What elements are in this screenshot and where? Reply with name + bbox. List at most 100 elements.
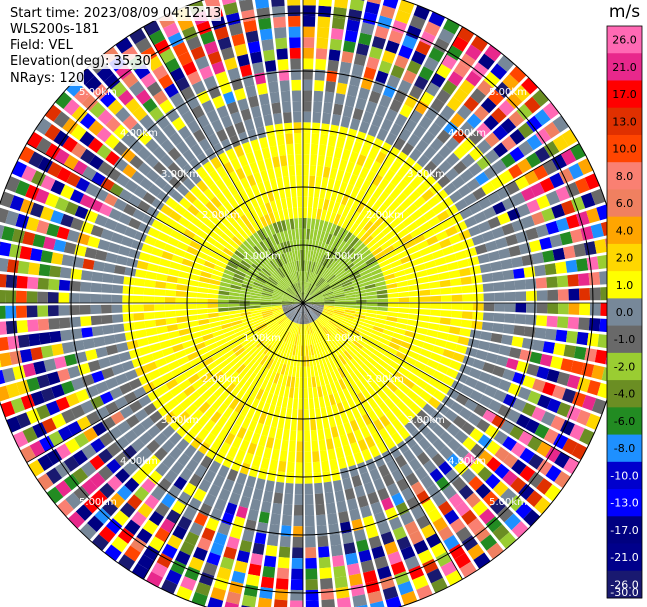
- velocity-gate: [438, 28, 455, 44]
- velocity-gate: [327, 178, 335, 190]
- velocity-gate: [344, 309, 356, 314]
- velocity-gate: [316, 278, 325, 288]
- velocity-gate: [331, 469, 341, 482]
- velocity-gate: [555, 217, 570, 232]
- velocity-gate: [330, 382, 338, 394]
- velocity-gate: [445, 167, 459, 182]
- velocity-gate: [271, 394, 279, 406]
- colorbar-tick-label: -8.0: [614, 442, 635, 455]
- velocity-gate: [304, 313, 308, 324]
- velocity-gate: [398, 303, 410, 308]
- velocity-gate: [446, 96, 462, 112]
- velocity-gate: [334, 414, 343, 426]
- velocity-gate: [393, 89, 408, 104]
- velocity-gate: [468, 146, 484, 161]
- velocity-gate: [333, 369, 342, 381]
- velocity-gate: [485, 240, 498, 252]
- velocity-gate: [402, 261, 414, 270]
- velocity-gate: [541, 207, 556, 222]
- velocity-gate: [487, 216, 501, 229]
- velocity-gate: [468, 367, 482, 380]
- velocity-gate: [385, 212, 398, 224]
- velocity-gate: [309, 272, 315, 284]
- velocity-gate: [557, 316, 569, 329]
- velocity-gate: [367, 410, 379, 423]
- velocity-gate: [298, 387, 303, 399]
- velocity-gate: [373, 454, 386, 468]
- velocity-gate: [554, 470, 571, 489]
- velocity-gate: [409, 303, 420, 309]
- velocity-gate: [416, 240, 429, 251]
- velocity-gate: [436, 331, 449, 341]
- velocity-gate: [486, 440, 501, 456]
- velocity-gate: [384, 169, 396, 182]
- velocity-gate: [271, 416, 279, 428]
- velocity-gate: [429, 281, 441, 289]
- velocity-gate: [318, 556, 331, 569]
- velocity-gate: [306, 271, 310, 283]
- velocity-gate: [279, 535, 291, 548]
- velocity-gate: [292, 547, 303, 559]
- velocity-gate: [349, 151, 359, 164]
- velocity-gate: [367, 147, 379, 161]
- velocity-gate: [472, 311, 484, 321]
- velocity-gate: [324, 298, 335, 301]
- velocity-gate: [403, 408, 416, 421]
- velocity-gate: [303, 69, 314, 80]
- velocity-gate: [322, 290, 333, 296]
- velocity-gate: [430, 97, 445, 113]
- velocity-gate: [521, 215, 535, 229]
- velocity-gate: [287, 397, 293, 409]
- velocity-gate: [336, 227, 345, 239]
- velocity-gate: [544, 484, 562, 502]
- velocity-gate: [345, 297, 357, 301]
- velocity-gate: [318, 546, 330, 558]
- velocity-gate: [504, 291, 516, 302]
- velocity-gate: [344, 29, 358, 43]
- velocity-gate: [197, 537, 212, 552]
- velocity-gate: [328, 336, 337, 346]
- velocity-gate: [426, 483, 441, 498]
- velocity-gate: [469, 428, 484, 442]
- velocity-gate: [506, 207, 521, 222]
- velocity-gate: [591, 364, 605, 381]
- velocity-gate: [498, 99, 515, 117]
- velocity-gate: [421, 130, 436, 145]
- velocity-gate: [494, 463, 510, 480]
- velocity-gate: [501, 334, 514, 346]
- velocity-gate: [334, 251, 343, 262]
- velocity-gate: [366, 303, 378, 307]
- velocity-gate: [450, 401, 464, 415]
- velocity-gate: [385, 423, 397, 436]
- velocity-gate: [454, 552, 471, 569]
- velocity-gate: [299, 324, 302, 335]
- velocity-gate: [445, 204, 459, 217]
- velocity-gate: [421, 189, 435, 202]
- velocity-gate: [345, 307, 356, 311]
- velocity-gate: [239, 439, 250, 452]
- velocity-gate: [293, 312, 299, 323]
- velocity-gate: [461, 311, 473, 320]
- velocity-gate: [374, 250, 386, 260]
- velocity-gate: [467, 256, 480, 267]
- velocity-gate: [327, 59, 339, 72]
- velocity-gate: [373, 276, 385, 284]
- velocity-gate: [327, 246, 335, 257]
- velocity-gate: [298, 324, 301, 335]
- velocity-gate: [568, 288, 580, 301]
- velocity-gate: [374, 231, 386, 243]
- velocity-gate: [503, 280, 516, 291]
- velocity-gate: [324, 325, 334, 335]
- velocity-gate: [397, 580, 414, 596]
- velocity-gate: [304, 281, 308, 293]
- velocity-gate: [438, 500, 454, 516]
- velocity-gate: [438, 525, 454, 542]
- velocity-gate: [325, 210, 332, 222]
- velocity-gate: [395, 192, 408, 205]
- velocity-gate: [297, 430, 303, 442]
- velocity-gate: [395, 501, 410, 516]
- velocity-gate: [313, 101, 323, 113]
- velocity-gate: [437, 382, 451, 395]
- velocity-gate: [240, 404, 250, 417]
- velocity-gate: [248, 563, 262, 577]
